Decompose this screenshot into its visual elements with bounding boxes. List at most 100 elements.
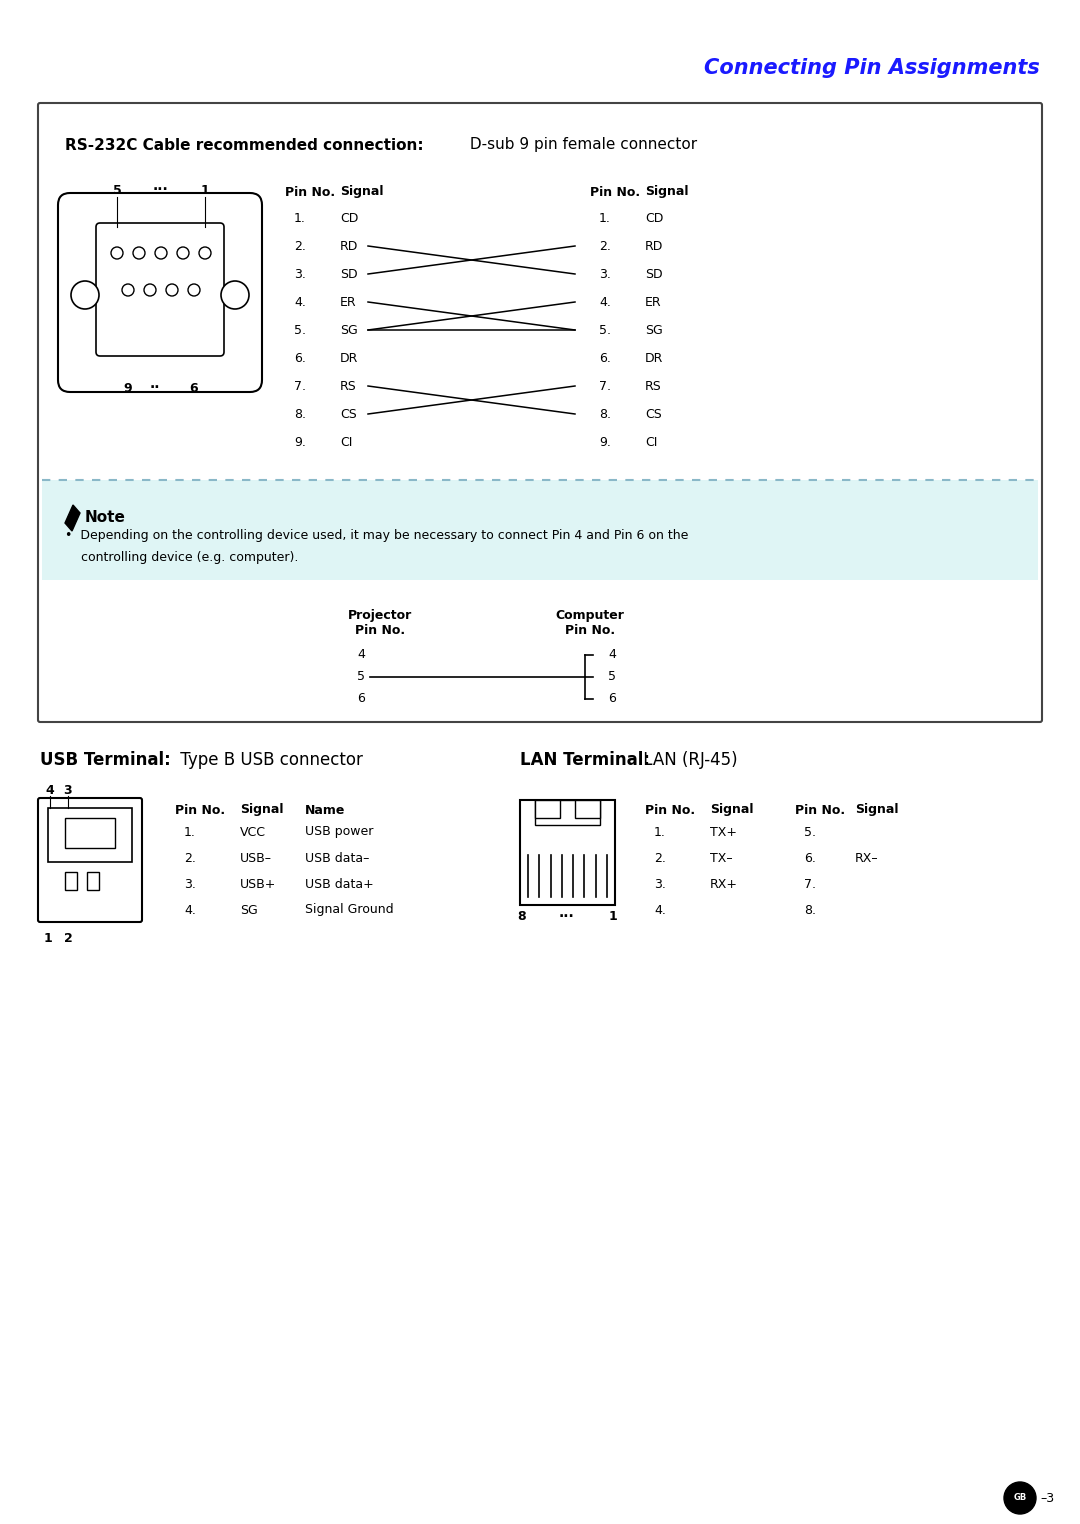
Text: 6: 6: [357, 692, 365, 706]
Text: Pin No.: Pin No.: [565, 625, 616, 637]
Text: Pin No.: Pin No.: [285, 186, 335, 198]
Text: Signal: Signal: [710, 803, 754, 817]
Text: 5.: 5.: [294, 323, 306, 337]
Text: 4.: 4.: [599, 296, 611, 308]
Text: 5: 5: [357, 671, 365, 683]
Text: 5: 5: [608, 671, 616, 683]
Text: 1.: 1.: [184, 826, 195, 838]
Circle shape: [111, 247, 123, 259]
Text: SG: SG: [240, 904, 258, 916]
FancyBboxPatch shape: [96, 223, 224, 357]
Bar: [575, 800, 600, 818]
FancyBboxPatch shape: [48, 808, 132, 863]
Text: 8.: 8.: [804, 904, 816, 916]
Text: 1.: 1.: [599, 212, 611, 224]
Text: ··: ··: [150, 381, 160, 395]
Text: 2.: 2.: [184, 852, 195, 864]
Circle shape: [177, 247, 189, 259]
Text: CD: CD: [340, 212, 359, 224]
Circle shape: [1004, 1481, 1036, 1513]
Text: RS: RS: [645, 379, 662, 393]
Text: 5.: 5.: [804, 826, 816, 838]
Text: 4: 4: [357, 649, 365, 661]
Text: 1: 1: [201, 183, 210, 197]
Text: SD: SD: [340, 268, 357, 280]
Text: USB data+: USB data+: [305, 878, 374, 890]
Text: 1.: 1.: [294, 212, 306, 224]
Text: 3.: 3.: [294, 268, 306, 280]
Text: CS: CS: [645, 407, 662, 421]
Text: RX–: RX–: [855, 852, 879, 864]
Text: 6.: 6.: [599, 352, 611, 364]
Text: USB Terminal:: USB Terminal:: [40, 751, 171, 770]
Text: DR: DR: [645, 352, 663, 364]
Text: RX+: RX+: [710, 878, 738, 890]
Text: VCC: VCC: [240, 826, 266, 838]
Text: 9.: 9.: [599, 436, 611, 448]
Text: controlling device (e.g. computer).: controlling device (e.g. computer).: [65, 550, 298, 564]
Text: Projector: Projector: [348, 608, 413, 622]
Text: 1.: 1.: [654, 826, 666, 838]
Text: SG: SG: [340, 323, 357, 337]
Text: 5.: 5.: [599, 323, 611, 337]
Text: 2.: 2.: [294, 239, 306, 253]
Text: CD: CD: [645, 212, 663, 224]
Text: 3.: 3.: [599, 268, 611, 280]
Text: USB power: USB power: [305, 826, 374, 838]
Text: 6.: 6.: [805, 852, 815, 864]
Text: Type B USB connector: Type B USB connector: [175, 751, 363, 770]
FancyBboxPatch shape: [65, 818, 114, 847]
Text: Signal: Signal: [645, 186, 689, 198]
Text: CS: CS: [340, 407, 356, 421]
Text: LAN (RJ-45): LAN (RJ-45): [638, 751, 738, 770]
Text: 7.: 7.: [804, 878, 816, 890]
Text: CI: CI: [645, 436, 658, 448]
Bar: [42, 480, 1038, 581]
Text: Name: Name: [305, 803, 346, 817]
Text: Pin No.: Pin No.: [175, 803, 225, 817]
Text: 6: 6: [608, 692, 616, 706]
FancyBboxPatch shape: [38, 104, 1042, 722]
Text: SD: SD: [645, 268, 663, 280]
Text: ···: ···: [153, 183, 168, 197]
Bar: [87, 872, 99, 890]
Circle shape: [188, 283, 200, 296]
Text: 2: 2: [64, 931, 72, 945]
Text: 2.: 2.: [599, 239, 611, 253]
Circle shape: [133, 247, 145, 259]
Bar: [519, 800, 615, 905]
Text: 9: 9: [124, 381, 133, 395]
Text: Note: Note: [85, 509, 126, 524]
Text: USB–: USB–: [240, 852, 272, 864]
Text: 1: 1: [609, 910, 618, 924]
Text: Signal: Signal: [855, 803, 899, 817]
Text: •  Depending on the controlling device used, it may be necessary to connect Pin : • Depending on the controlling device us…: [65, 529, 688, 541]
Text: 8.: 8.: [294, 407, 306, 421]
Text: RS: RS: [340, 379, 356, 393]
Circle shape: [71, 280, 99, 309]
Text: 3: 3: [64, 783, 72, 797]
Text: 3.: 3.: [654, 878, 666, 890]
Text: RS-232C Cable recommended connection:: RS-232C Cable recommended connection:: [65, 137, 423, 152]
Text: RD: RD: [340, 239, 359, 253]
Text: CI: CI: [340, 436, 352, 448]
Text: ER: ER: [340, 296, 356, 308]
FancyBboxPatch shape: [535, 800, 600, 824]
Text: Signal: Signal: [240, 803, 283, 817]
Text: 4: 4: [608, 649, 616, 661]
Text: Signal: Signal: [340, 186, 383, 198]
Text: 6.: 6.: [294, 352, 306, 364]
Text: D-sub 9 pin female connector: D-sub 9 pin female connector: [465, 137, 697, 152]
Text: 1: 1: [43, 931, 52, 945]
Text: Pin No.: Pin No.: [795, 803, 846, 817]
Polygon shape: [65, 504, 80, 530]
Text: LAN Terminal:: LAN Terminal:: [519, 751, 650, 770]
Text: DR: DR: [340, 352, 359, 364]
Circle shape: [122, 283, 134, 296]
Circle shape: [144, 283, 156, 296]
Text: Pin No.: Pin No.: [590, 186, 640, 198]
Text: 6: 6: [190, 381, 199, 395]
Text: 7.: 7.: [294, 379, 306, 393]
Text: 9.: 9.: [294, 436, 306, 448]
Text: 2.: 2.: [654, 852, 666, 864]
